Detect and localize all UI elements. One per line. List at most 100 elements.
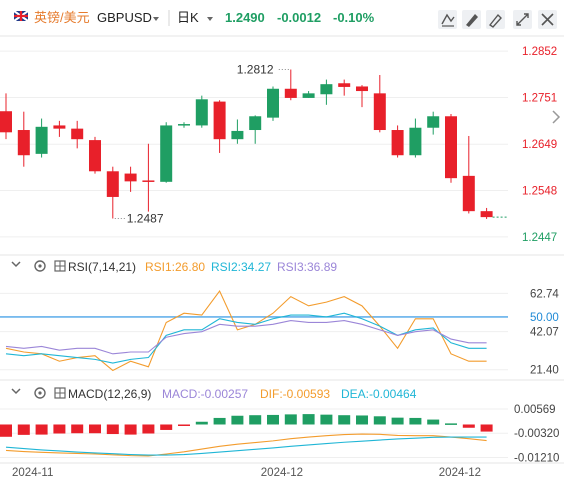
candle — [231, 130, 244, 140]
candle — [267, 88, 279, 118]
macd-legend: MACD:-0.00257 — [162, 387, 248, 401]
candle — [356, 86, 368, 92]
dif-legend: DIF:-0.00593 — [260, 387, 330, 401]
candle — [17, 130, 30, 156]
x-axis: 2024-11 2024-12 2024-12 — [0, 462, 564, 479]
candle — [480, 211, 493, 218]
macd-histogram-bar — [445, 423, 457, 425]
rsi-tick-label: 62.74 — [530, 288, 559, 300]
fullscreen-icon[interactable] — [513, 10, 532, 29]
macd-grid — [0, 408, 508, 459]
rsi-lines — [5, 290, 487, 372]
price-annotations: 1.2812 1.2487 — [114, 63, 508, 225]
rsi1-legend: RSI1:26.80 — [145, 260, 205, 274]
draw-tool-icon[interactable] — [462, 10, 481, 29]
period-dropdown-icon[interactable] — [207, 17, 213, 21]
macd-histogram-bar — [302, 414, 315, 425]
period-selector[interactable]: 日K — [177, 10, 199, 25]
rsi2-legend: RSI2:34.27 — [211, 260, 271, 274]
macd-histogram-bar — [267, 414, 279, 425]
macd-histogram-bar — [89, 424, 101, 434]
macd-histogram-bar — [356, 415, 368, 425]
price-change-percent: -0.10% — [333, 10, 375, 25]
close-icon[interactable] — [538, 10, 557, 29]
candle — [35, 126, 48, 154]
price-tick-label: 1.2751 — [522, 92, 557, 104]
price-tick-label: 1.2447 — [522, 232, 557, 244]
macd-lines — [5, 433, 487, 457]
price-panel: 1.2812 1.2487 1.2852 1.2751 1.2649 1.2548 1.2… — [0, 46, 561, 244]
pen-tool-icon[interactable] — [486, 10, 505, 29]
rsi-tick-label: 50.00 — [530, 312, 559, 324]
x-tick-label: 2024-12 — [261, 467, 303, 479]
symbol-dropdown-icon[interactable] — [153, 17, 159, 21]
price-tick-label: 1.2548 — [522, 186, 557, 198]
macd-histogram-bar — [142, 424, 155, 434]
macd-axis: 0.00569 -0.00320 -0.01210 — [514, 404, 559, 465]
candle — [106, 171, 119, 197]
candle — [178, 124, 190, 126]
macd-histogram-bar — [213, 417, 226, 425]
macd-histogram-bar — [0, 424, 12, 437]
macd-settings-icon[interactable] — [34, 387, 46, 399]
candle — [249, 116, 262, 131]
macd-tick-label: -0.01210 — [514, 453, 559, 465]
candle — [284, 88, 297, 98]
toolbar: 英镑/美元 GBPUSD 日K 1.2490 -0.0012 -0.10% — [13, 10, 557, 29]
high-price-annotation: 1.2812 — [237, 63, 274, 77]
rsi-collapse-icon[interactable] — [11, 261, 21, 268]
x-tick-label: 2024-11 — [12, 467, 53, 479]
macd-histogram-bar — [284, 414, 297, 425]
candle — [373, 93, 386, 131]
price-grid — [0, 50, 508, 238]
macd-histogram-bar — [320, 414, 333, 425]
candle — [391, 130, 404, 156]
macd-histogram-bar — [338, 415, 351, 425]
candle — [213, 101, 226, 140]
indicator-settings-icon[interactable] — [438, 10, 457, 29]
dif-line — [5, 433, 487, 457]
macd-histogram-bar — [195, 421, 208, 425]
macd-grid-icon[interactable] — [54, 387, 66, 399]
candle — [427, 116, 440, 128]
candle — [142, 180, 155, 182]
pair-name[interactable]: 英镑/美元 — [34, 10, 90, 25]
rsi-settings-icon[interactable] — [34, 260, 46, 272]
macd-histogram-bar — [106, 424, 119, 435]
rsi-grid-icon[interactable] — [54, 260, 66, 272]
candle — [160, 125, 173, 182]
macd-histogram-bar — [160, 424, 173, 430]
dea-legend: DEA:-0.00464 — [341, 387, 417, 401]
low-price-annotation: 1.2487 — [127, 211, 164, 225]
rsi-series-line-1 — [5, 290, 487, 372]
macd-collapse-icon[interactable] — [11, 388, 21, 395]
macd-histogram-bar — [178, 424, 190, 426]
x-tick-label: 2024-12 — [439, 467, 481, 479]
rsi-tick-label: 21.40 — [530, 365, 559, 377]
macd-histogram-bar — [373, 416, 386, 425]
macd-histogram-bar — [231, 415, 244, 425]
macd-histogram-bar — [53, 424, 66, 434]
macd-title: MACD(12,26,9) — [68, 387, 151, 401]
macd-tick-label: 0.00569 — [514, 404, 556, 416]
price-tick-label: 1.2649 — [522, 139, 557, 151]
macd-panel: MACD(12,26,9) MACD:-0.00257 DIF:-0.00593… — [0, 387, 559, 465]
collapse-arrow-icon[interactable] — [552, 110, 561, 124]
symbol-name[interactable]: GBPUSD — [97, 10, 152, 25]
candle — [53, 125, 66, 129]
candle — [462, 175, 475, 212]
macd-histogram-bar — [409, 417, 422, 425]
macd-histogram-bar — [124, 424, 137, 435]
uk-flag-icon — [13, 10, 29, 22]
macd-histogram-bar — [71, 424, 84, 434]
price-tick-label: 1.2852 — [522, 46, 557, 58]
macd-toolbar: MACD(12,26,9) MACD:-0.00257 DIF:-0.00593… — [11, 387, 417, 401]
macd-histogram-bar — [427, 419, 440, 425]
rsi-toolbar: RSI(7,14,21) RSI1:26.80 RSI2:34.27 RSI3:… — [11, 260, 337, 274]
rsi-tick-label: 42.07 — [530, 327, 559, 339]
macd-tick-label: -0.00320 — [514, 428, 559, 440]
macd-histogram-bar — [391, 417, 404, 425]
price-candles — [0, 69, 493, 219]
candle — [124, 173, 137, 182]
